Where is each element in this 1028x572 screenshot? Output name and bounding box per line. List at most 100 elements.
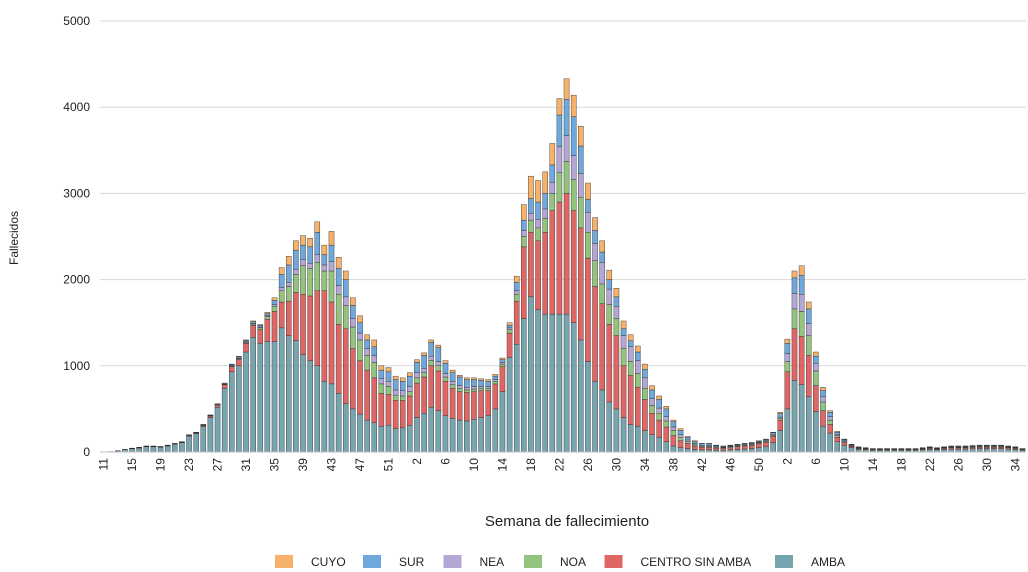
bar-segment [172, 444, 178, 453]
bar-segment [257, 325, 264, 328]
x-tick-label: 2 [410, 458, 424, 465]
bar-segment [656, 413, 662, 421]
bar-segment [528, 175, 534, 199]
bar-segment [378, 393, 385, 427]
bar-segment [414, 362, 420, 373]
bar-segment [627, 340, 634, 348]
x-tick-label: 23 [182, 458, 196, 472]
bar-segment [663, 420, 670, 428]
bar-segment [741, 445, 748, 450]
bar-segment [613, 408, 620, 453]
x-tick-label: 10 [467, 458, 481, 472]
bar-segment [207, 417, 214, 453]
bar-segment [627, 334, 634, 342]
bar-segment [727, 447, 734, 451]
bar-segment [478, 388, 484, 391]
bar-segment [229, 366, 235, 373]
bar-segment [798, 336, 805, 385]
bar-segment [542, 208, 548, 219]
bar-segment [485, 415, 491, 453]
bar-segment [449, 384, 456, 389]
bar-segment [435, 347, 442, 362]
bar-segment [435, 361, 442, 366]
bar-segment [784, 338, 791, 344]
bar-segment [342, 328, 349, 404]
bar-segment [464, 392, 470, 422]
bar-segment [300, 354, 306, 453]
bar-segment [656, 419, 662, 438]
legend-label: AMBA [811, 555, 845, 569]
bar-segment [528, 219, 534, 233]
bar-segment [570, 210, 577, 323]
bar-segment [606, 324, 613, 403]
bar-segment [264, 316, 271, 320]
x-tick-label: 39 [296, 458, 310, 472]
bar-segment [535, 240, 541, 310]
bar-segment [805, 355, 812, 398]
bar-segment [606, 304, 613, 325]
bar-segment [556, 313, 563, 453]
bar-segment [756, 443, 762, 448]
bar-segment [193, 433, 199, 453]
bar-segment [827, 419, 833, 425]
bar-segment [371, 377, 378, 423]
bar-segment [150, 446, 157, 453]
bar-segment [585, 212, 591, 233]
bar-segment [521, 204, 527, 221]
y-tick-label: 4000 [63, 100, 90, 114]
bar-segment [421, 352, 427, 356]
bar-segment [563, 313, 570, 453]
bar-segment [620, 320, 627, 329]
bar-segment [342, 279, 349, 298]
bar-segment [599, 251, 605, 263]
bar-segment [257, 329, 264, 344]
bar-segment [556, 201, 563, 315]
bar-segment [649, 434, 655, 453]
bar-segment [385, 381, 392, 387]
bar-segment [813, 351, 819, 357]
bar-segment [478, 380, 484, 387]
bar-segment [656, 437, 662, 453]
bar-segment [449, 388, 456, 419]
bar-segment [578, 173, 584, 198]
bar-segment [827, 424, 833, 434]
x-tick-label: 38 [666, 458, 680, 472]
bar-segment [499, 359, 506, 363]
x-tick-label: 50 [752, 458, 766, 472]
bar-segment [635, 360, 641, 374]
bar-segment [364, 339, 370, 349]
bar-segment [478, 386, 484, 389]
x-axis-label: Semana de fallecimiento [485, 513, 649, 530]
bar-segment [606, 279, 613, 290]
bar-segment [592, 381, 598, 453]
bar-segment [813, 370, 819, 386]
x-tick-label: 2 [780, 458, 794, 465]
bar-segment [456, 375, 463, 378]
bar-segment [592, 286, 598, 382]
bar-segment [649, 413, 655, 435]
bar-segment [642, 388, 648, 400]
bar-segment [357, 413, 363, 453]
legend-swatch [363, 555, 381, 568]
bar-segment [321, 244, 328, 255]
bar-segment [485, 386, 491, 389]
bar-segment [763, 441, 769, 448]
bar-segment [677, 437, 684, 441]
bar-segment [243, 343, 249, 353]
bar-segment [756, 447, 762, 453]
bar-segment [371, 339, 378, 348]
bar-segment [285, 335, 292, 453]
bar-segment [684, 441, 691, 444]
bar-segment [236, 365, 242, 453]
bar-segment [649, 385, 655, 391]
bar-segment [371, 362, 378, 379]
bar-segment [798, 265, 805, 276]
bar-segment [606, 269, 613, 280]
bar-segment [684, 448, 691, 453]
bar-segment [278, 301, 285, 329]
bar-segment [677, 428, 684, 431]
bar-segment [293, 274, 299, 293]
bar-segment [378, 378, 385, 385]
bar-segment [663, 426, 670, 442]
bar-segment [670, 419, 677, 423]
